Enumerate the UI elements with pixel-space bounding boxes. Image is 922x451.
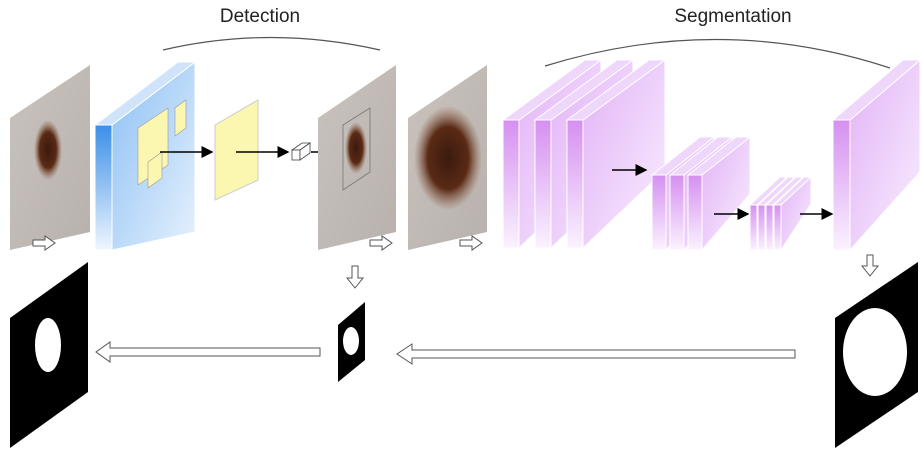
layer	[670, 175, 684, 250]
layer	[503, 120, 519, 248]
layer	[833, 120, 850, 250]
cropped-mask	[338, 302, 365, 382]
segmentation-label: Segmentation	[674, 6, 791, 27]
layer	[766, 205, 773, 250]
layer	[758, 205, 765, 250]
detection-network	[95, 62, 340, 250]
layer	[688, 175, 702, 250]
layer	[750, 205, 757, 250]
input-image	[10, 65, 90, 250]
cropped-image	[408, 65, 487, 250]
layer	[774, 205, 781, 250]
layer	[567, 120, 583, 248]
output-mask	[10, 262, 88, 448]
diagram: Detection Segmentation	[0, 0, 922, 451]
page: Detection Segmentation	[0, 0, 922, 451]
detection-label: Detection	[220, 6, 300, 27]
flow-arrows	[33, 236, 878, 364]
detected-image	[318, 65, 396, 250]
layer	[535, 120, 551, 248]
layer	[652, 175, 666, 250]
segmentation-network	[503, 60, 920, 250]
detection-brace	[163, 38, 380, 51]
segmentation-mask	[835, 262, 918, 448]
